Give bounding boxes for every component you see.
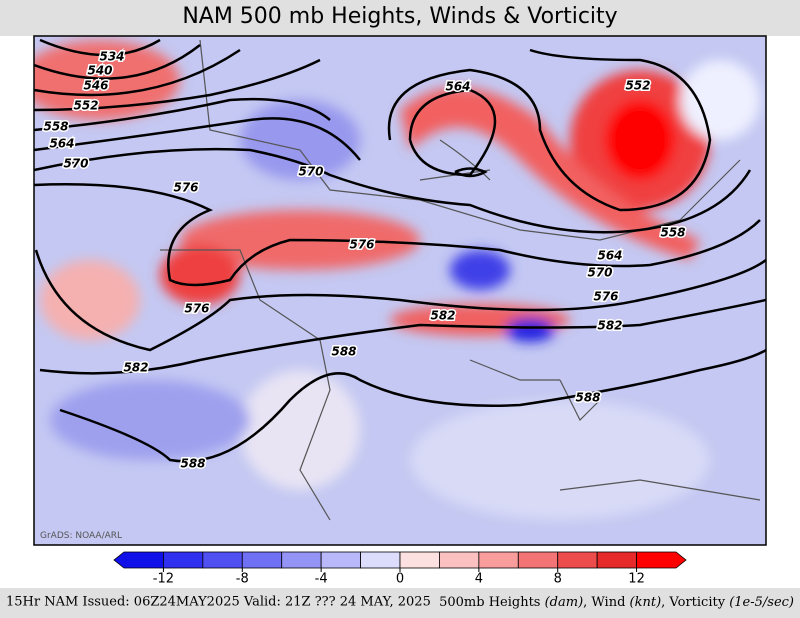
contour-label: 540: [87, 64, 112, 78]
colorbar-tick-label: -12: [153, 572, 174, 587]
colorbar-cell: [557, 551, 598, 569]
contour-label: 582: [123, 361, 148, 375]
colorbar-cell: [320, 551, 361, 569]
height-contours: [34, 38, 766, 463]
map-frame: [33, 35, 767, 546]
contour-label: 558: [660, 226, 685, 240]
title: NAM 500 mb Heights, Winds & Vorticity: [182, 4, 617, 29]
colorbar-tick-label: 0: [396, 572, 404, 587]
colorbar-tick-label: -8: [236, 572, 249, 587]
contour-label: 570: [587, 266, 612, 280]
contour-label: 534: [99, 50, 124, 64]
contour-label: 588: [331, 345, 356, 359]
footer-part: 500mb Heights: [439, 595, 545, 610]
contour-label: 576: [173, 181, 198, 195]
contour-label: 552: [73, 99, 98, 113]
colorbar-tick-label: 12: [628, 572, 645, 587]
colorbar-tick-label: -4: [315, 572, 328, 587]
colorbar-cell: [360, 551, 401, 569]
contour-label: 576: [593, 290, 618, 304]
title-bar: [0, 0, 800, 36]
contour-label: 570: [298, 165, 323, 179]
contour-label: 588: [180, 457, 205, 471]
contour-label: 546: [83, 79, 108, 93]
colorbar-cell: [517, 551, 559, 569]
colorbar-cell: [241, 551, 283, 569]
colorbar-cell: [596, 551, 637, 569]
contour-label: 570: [63, 157, 88, 171]
colorbar-tick-label: 8: [554, 572, 562, 587]
colorbar-tick-label: 4: [475, 572, 483, 587]
footer-part: , Wind: [583, 595, 629, 610]
contour-label: 552: [625, 79, 650, 93]
colorbar: -12 -8 -4 0 4 8 12: [113, 551, 687, 587]
contour-label: 576: [349, 238, 374, 252]
footer-part: (dam): [545, 595, 584, 610]
map: GrADS: NOAA/ARL: [34, 36, 766, 545]
footer-bar: [0, 588, 800, 618]
contour-label: 558: [43, 120, 68, 134]
footer-part: (1e-5/sec): [729, 595, 794, 610]
contour-label: 576: [184, 302, 209, 316]
contour-label: 564: [49, 137, 74, 151]
contour-label: 582: [430, 309, 455, 323]
footer-right: 500mb Heights (dam), Wind (knt), Vortici…: [439, 595, 794, 610]
footer-left: 15Hr NAM Issued: 06Z24MAY2025 Valid: 21Z…: [6, 595, 431, 610]
footer-part: , Vorticity: [661, 595, 729, 610]
colorbar-cell: [439, 551, 480, 569]
credit: GrADS: NOAA/ARL: [40, 531, 122, 541]
contour-label: 564: [597, 249, 622, 263]
contour-label: 564: [445, 80, 470, 94]
colorbar-cell: [636, 551, 687, 569]
colorbar-cell: [399, 551, 440, 569]
colorbar-cell: [113, 551, 164, 569]
colorbar-cell: [478, 551, 519, 569]
colorbar-cell: [163, 551, 204, 569]
contour-label: 588: [575, 391, 600, 405]
colorbar-cell: [281, 551, 322, 569]
colorbar-cell: [202, 551, 243, 569]
footer-part: (knt): [630, 595, 662, 610]
contour-label: 582: [597, 319, 622, 333]
